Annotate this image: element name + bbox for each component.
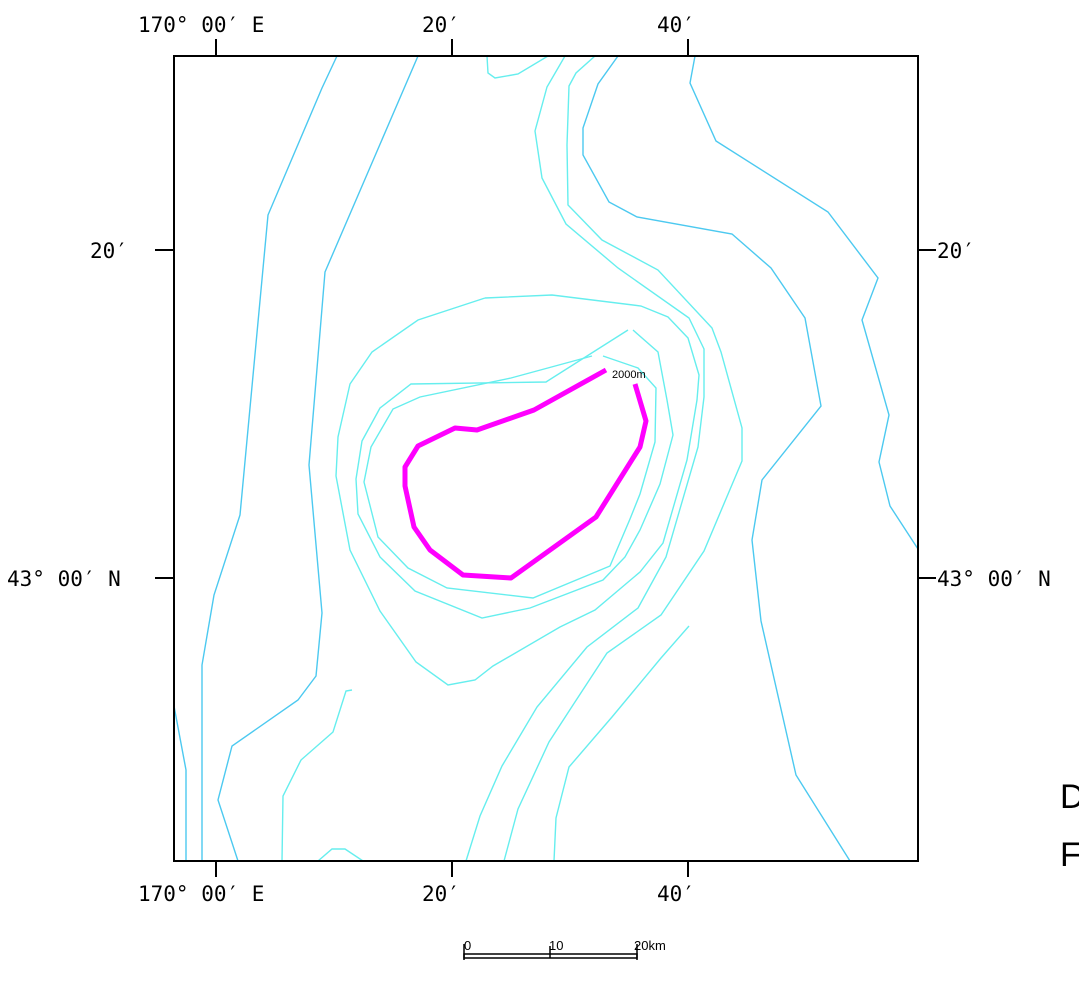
contour-line <box>465 56 705 861</box>
contour-label: 2000m <box>612 369 646 381</box>
right-tick-label: 20′ <box>937 239 975 263</box>
top-tick-label: 170° 00′ E <box>138 13 264 37</box>
contour-line <box>689 56 918 550</box>
top-tick-label: 20′ <box>422 13 460 37</box>
contour-line <box>363 355 657 599</box>
bottom-tick-label: 170° 00′ E <box>138 882 264 906</box>
contour-line <box>355 329 674 619</box>
top-tick-label: 40′ <box>657 13 695 37</box>
contour-line <box>553 625 690 861</box>
tick-marks <box>155 39 936 877</box>
contour-group <box>174 56 918 861</box>
scale-label: 0 <box>464 938 471 953</box>
cutoff-letter-d: D <box>1060 778 1079 816</box>
contour-line <box>582 56 851 861</box>
right-tick-label: 43° 00′ N <box>937 567 1051 591</box>
contour-line <box>335 294 700 686</box>
scale-bar: 0 10 20km <box>463 938 666 960</box>
left-tick-label: 43° 00′ N <box>7 567 121 591</box>
contour-line <box>503 56 743 861</box>
bottom-tick-label: 20′ <box>422 882 460 906</box>
contour-line <box>317 848 364 861</box>
scale-label: 10 <box>549 938 563 953</box>
contour-line <box>281 689 353 861</box>
cutoff-letter-f: F <box>1060 836 1079 874</box>
contour-line <box>174 705 187 861</box>
left-tick-label: 20′ <box>90 239 128 263</box>
contour-line <box>201 56 338 861</box>
contour-line <box>486 56 549 79</box>
scale-label: 20km <box>634 938 666 953</box>
bottom-tick-label: 40′ <box>657 882 695 906</box>
contour-line <box>217 56 419 861</box>
map-frame <box>173 55 919 862</box>
highlight-contour-2000m <box>402 367 649 581</box>
